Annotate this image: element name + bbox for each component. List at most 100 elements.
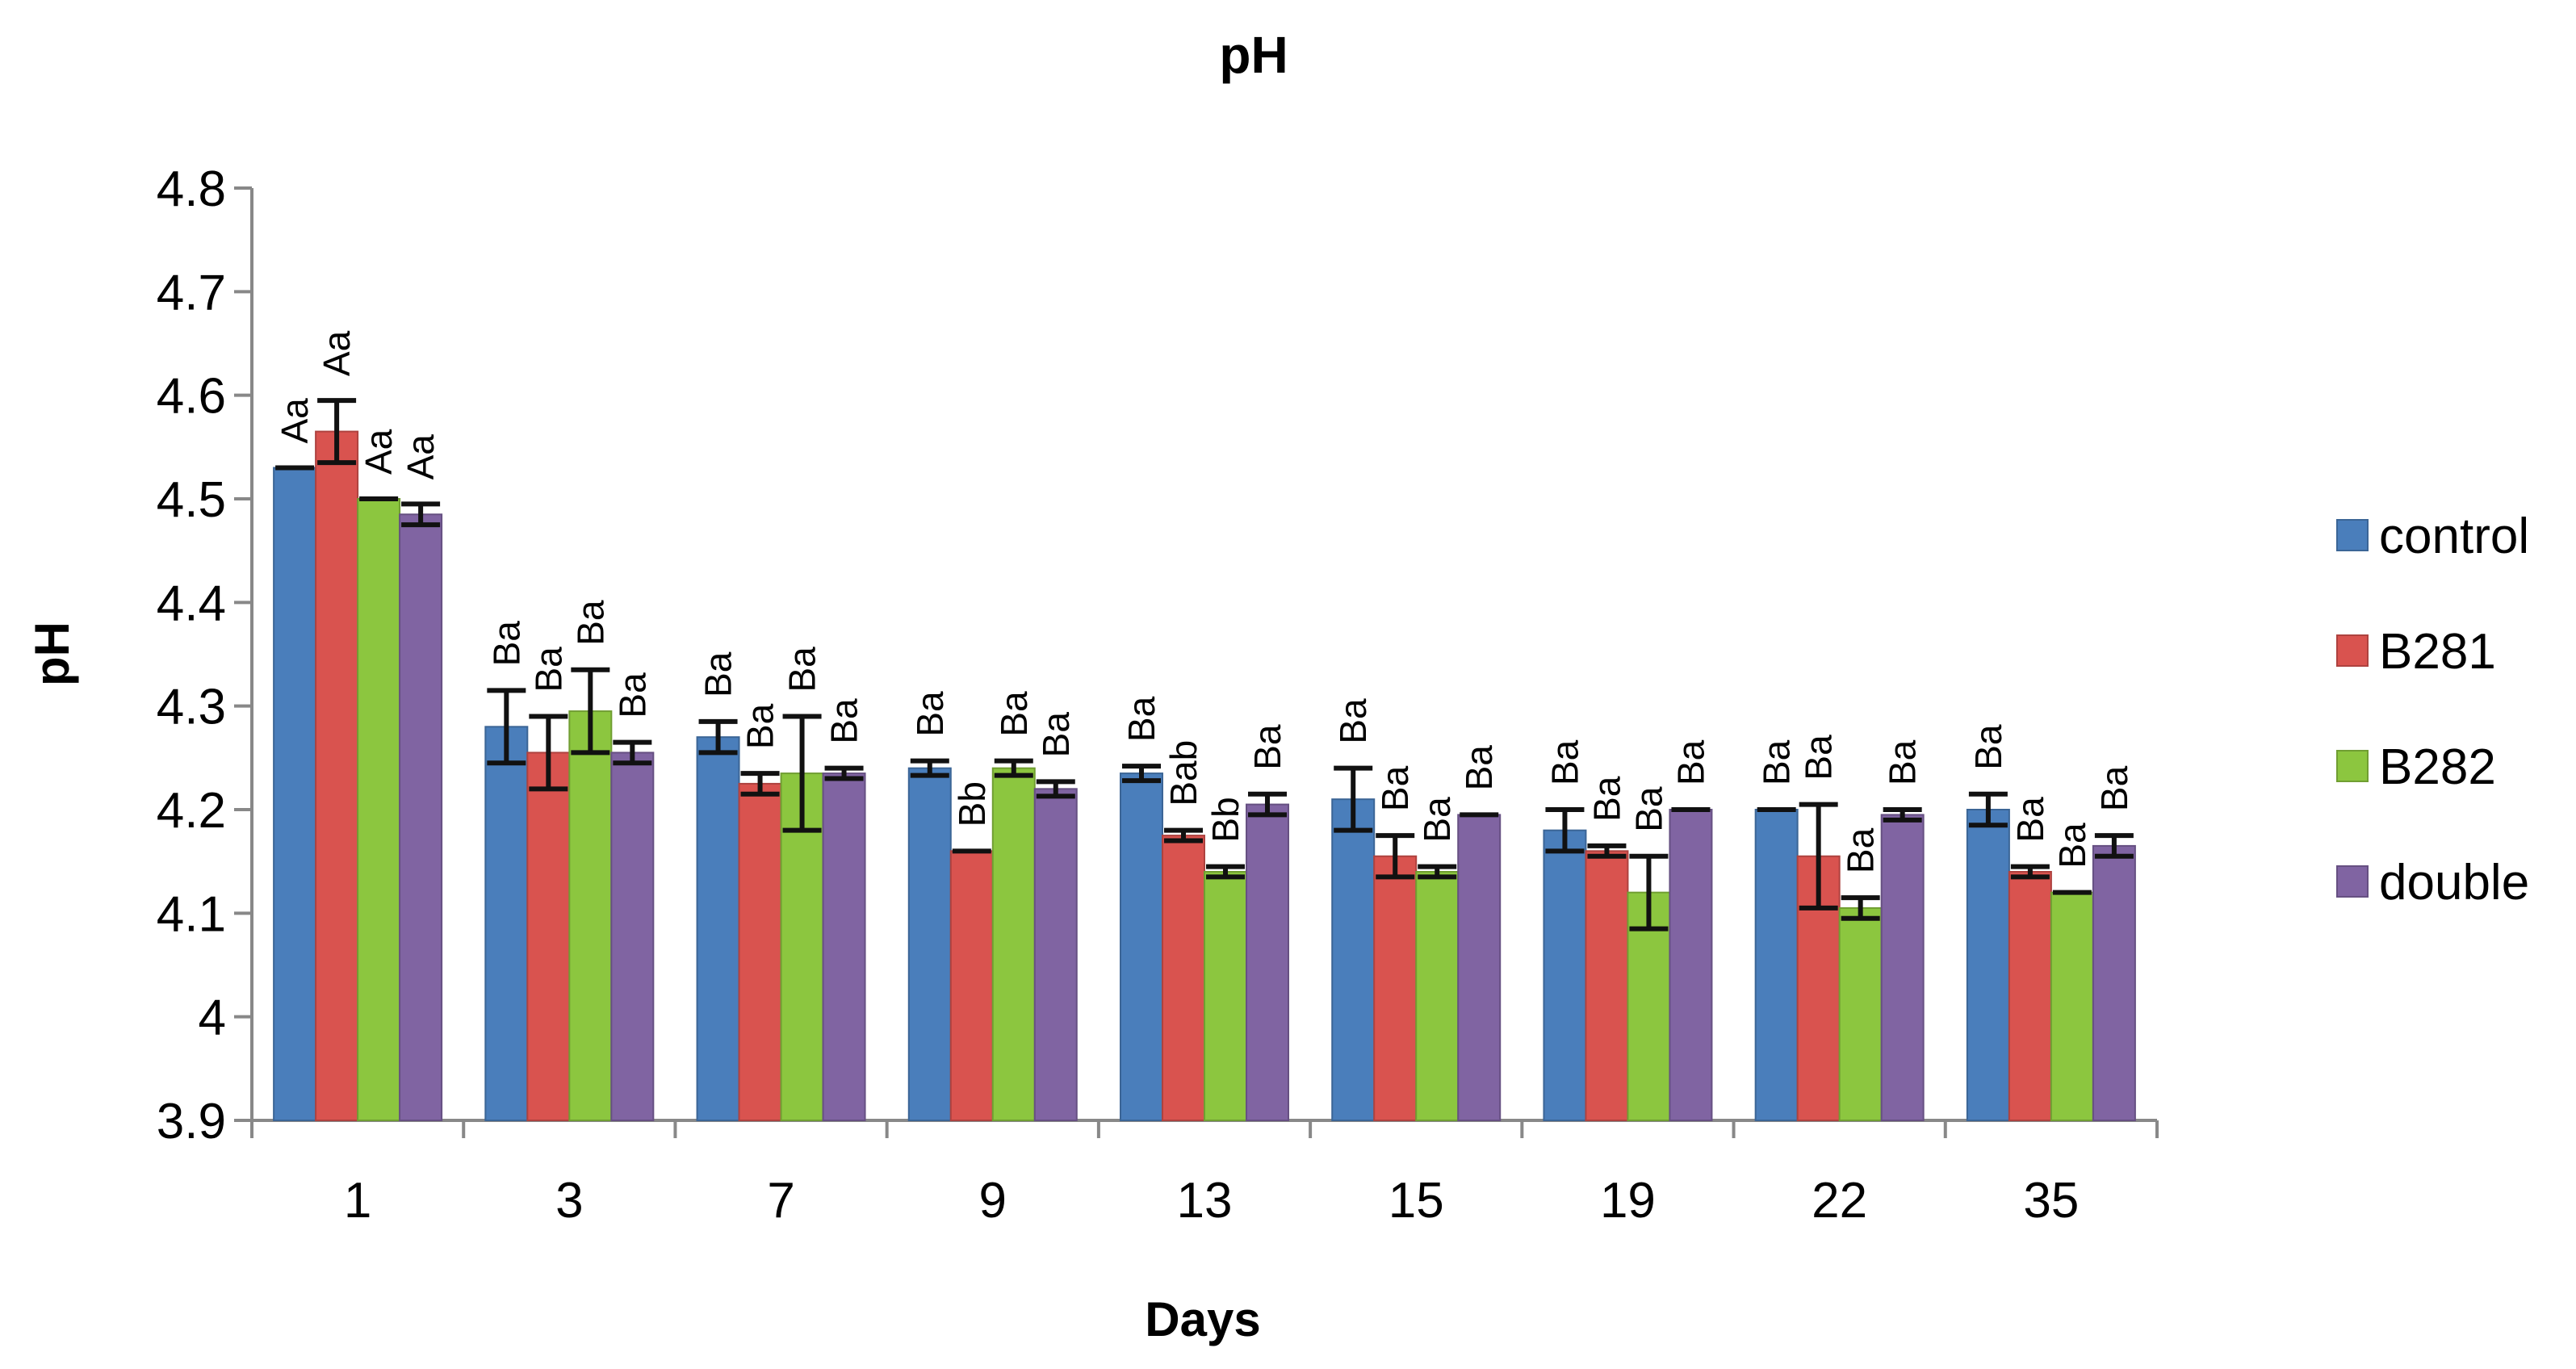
legend-label-double: double (2379, 855, 2529, 911)
significance-label: Bb (1204, 797, 1246, 842)
y-tick-label: 4.5 (157, 472, 226, 528)
bar-B282-day-35 (2050, 891, 2094, 1121)
significance-label: Ba (1585, 776, 1627, 822)
bar-control-day-7 (696, 736, 740, 1122)
bar-control-day-9 (907, 767, 952, 1122)
significance-label: Ba (485, 621, 527, 667)
y-tick-label: 4.8 (157, 161, 226, 217)
legend-label-control: control (2379, 509, 2529, 564)
bar-B281-day-9 (949, 850, 994, 1122)
bar-double-day-1 (399, 513, 443, 1121)
legend-swatch-double (2336, 865, 2369, 898)
bar-double-day-22 (1880, 814, 1925, 1122)
bar-double-day-3 (610, 751, 655, 1122)
y-tick-label: 4.7 (157, 265, 226, 320)
significance-label: Ba (1669, 739, 1711, 785)
bar-control-day-15 (1331, 798, 1376, 1122)
x-tick-label: 1 (344, 1173, 371, 1229)
bar-B282-day-22 (1838, 906, 1883, 1121)
bar-control-day-3 (484, 726, 529, 1121)
significance-label: Ba (2093, 765, 2135, 811)
significance-label: Ba (1120, 696, 1162, 742)
significance-label: Ba (1627, 786, 1669, 832)
x-tick-label: 9 (979, 1173, 1007, 1229)
x-tick-label: 19 (1600, 1173, 1656, 1229)
bar-double-day-13 (1246, 803, 1289, 1121)
bar-B282-day-9 (991, 767, 1036, 1122)
y-tick-label: 4 (199, 990, 226, 1046)
bar-B281-day-15 (1373, 855, 1418, 1121)
significance-label: Ba (1458, 745, 1500, 791)
significance-label: Ba (2051, 823, 2093, 869)
significance-label: Ba (1332, 698, 1374, 744)
bar-control-day-19 (1543, 829, 1587, 1121)
y-tick-label: 4.2 (157, 783, 226, 839)
bar-B282-day-13 (1204, 871, 1247, 1121)
significance-label: Ba (1882, 739, 1924, 785)
y-tick-label: 4.3 (157, 680, 226, 735)
x-tick-label: 35 (2023, 1173, 2079, 1229)
legend: control B281 B282 double (2336, 509, 2529, 911)
significance-label: Ba (1416, 797, 1458, 843)
bar-double-day-7 (822, 772, 866, 1121)
bar-control-day-1 (273, 467, 317, 1121)
bar-double-day-35 (2092, 844, 2136, 1121)
significance-label: Ba (1967, 724, 2009, 770)
x-tick-label: 13 (1177, 1173, 1233, 1229)
legend-swatch-B282 (2336, 750, 2369, 782)
significance-label: Aa (358, 429, 400, 475)
y-tick-label: 4.1 (157, 886, 226, 942)
y-tick-label: 4.4 (157, 576, 226, 631)
bar-B281-day-19 (1585, 850, 1629, 1122)
bar-control-day-13 (1120, 772, 1163, 1121)
significance-label: Aa (400, 434, 442, 480)
bar-B281-day-7 (738, 782, 782, 1122)
x-tick-label: 22 (1812, 1173, 1867, 1229)
significance-label: Ba (2009, 797, 2051, 843)
legend-swatch-control (2336, 519, 2369, 551)
bar-control-day-22 (1754, 809, 1799, 1121)
significance-label: Ba (739, 703, 781, 749)
significance-label: Ba (1035, 712, 1077, 758)
bar-double-day-9 (1033, 788, 1078, 1121)
significance-label: Ba (993, 691, 1035, 737)
significance-label: Ba (569, 600, 611, 646)
significance-label: Ba (697, 651, 739, 697)
significance-label: Ba (527, 647, 569, 693)
bar-B281-day-1 (315, 430, 359, 1121)
significance-label: Ba (1246, 724, 1288, 770)
significance-label: Ba (1544, 739, 1585, 785)
bar-control-day-35 (1966, 809, 2010, 1121)
significance-label: Ba (823, 698, 865, 744)
legend-label-B282: B282 (2379, 739, 2496, 795)
y-tick-label: 4.6 (157, 369, 226, 425)
bar-B281-day-13 (1162, 835, 1205, 1122)
legend-swatch-B281 (2336, 634, 2369, 667)
x-tick-label: 15 (1389, 1173, 1444, 1229)
significance-label: Ba (1756, 739, 1798, 785)
bar-B282-day-15 (1415, 871, 1460, 1121)
significance-label: Aa (316, 330, 358, 376)
x-tick-label: 7 (767, 1173, 794, 1229)
significance-label: Ba (909, 691, 951, 737)
legend-label-B281: B281 (2379, 624, 2496, 680)
bar-B282-day-1 (357, 498, 401, 1121)
x-axis-title: Days (1145, 1292, 1260, 1346)
bar-B281-day-3 (526, 751, 571, 1122)
significance-label: Ba (781, 647, 823, 693)
bar-B281-day-35 (2008, 871, 2052, 1121)
significance-label: Ba (1374, 765, 1416, 811)
chart-title: pH (1219, 26, 1288, 84)
significance-label: Ba (1840, 827, 1882, 873)
bar-B282-day-3 (568, 710, 613, 1121)
bar-double-day-15 (1457, 814, 1502, 1122)
bar-double-day-19 (1669, 809, 1713, 1121)
y-tick-label: 3.9 (157, 1094, 226, 1149)
plot-area: 3.944.14.24.34.44.54.64.74.81 3 7 9 13 15 19 22… (157, 161, 2159, 1229)
significance-label: Aa (274, 398, 316, 444)
y-axis-title: pH (25, 622, 79, 686)
significance-label: Bab (1162, 740, 1204, 806)
significance-label: Ba (611, 672, 653, 718)
